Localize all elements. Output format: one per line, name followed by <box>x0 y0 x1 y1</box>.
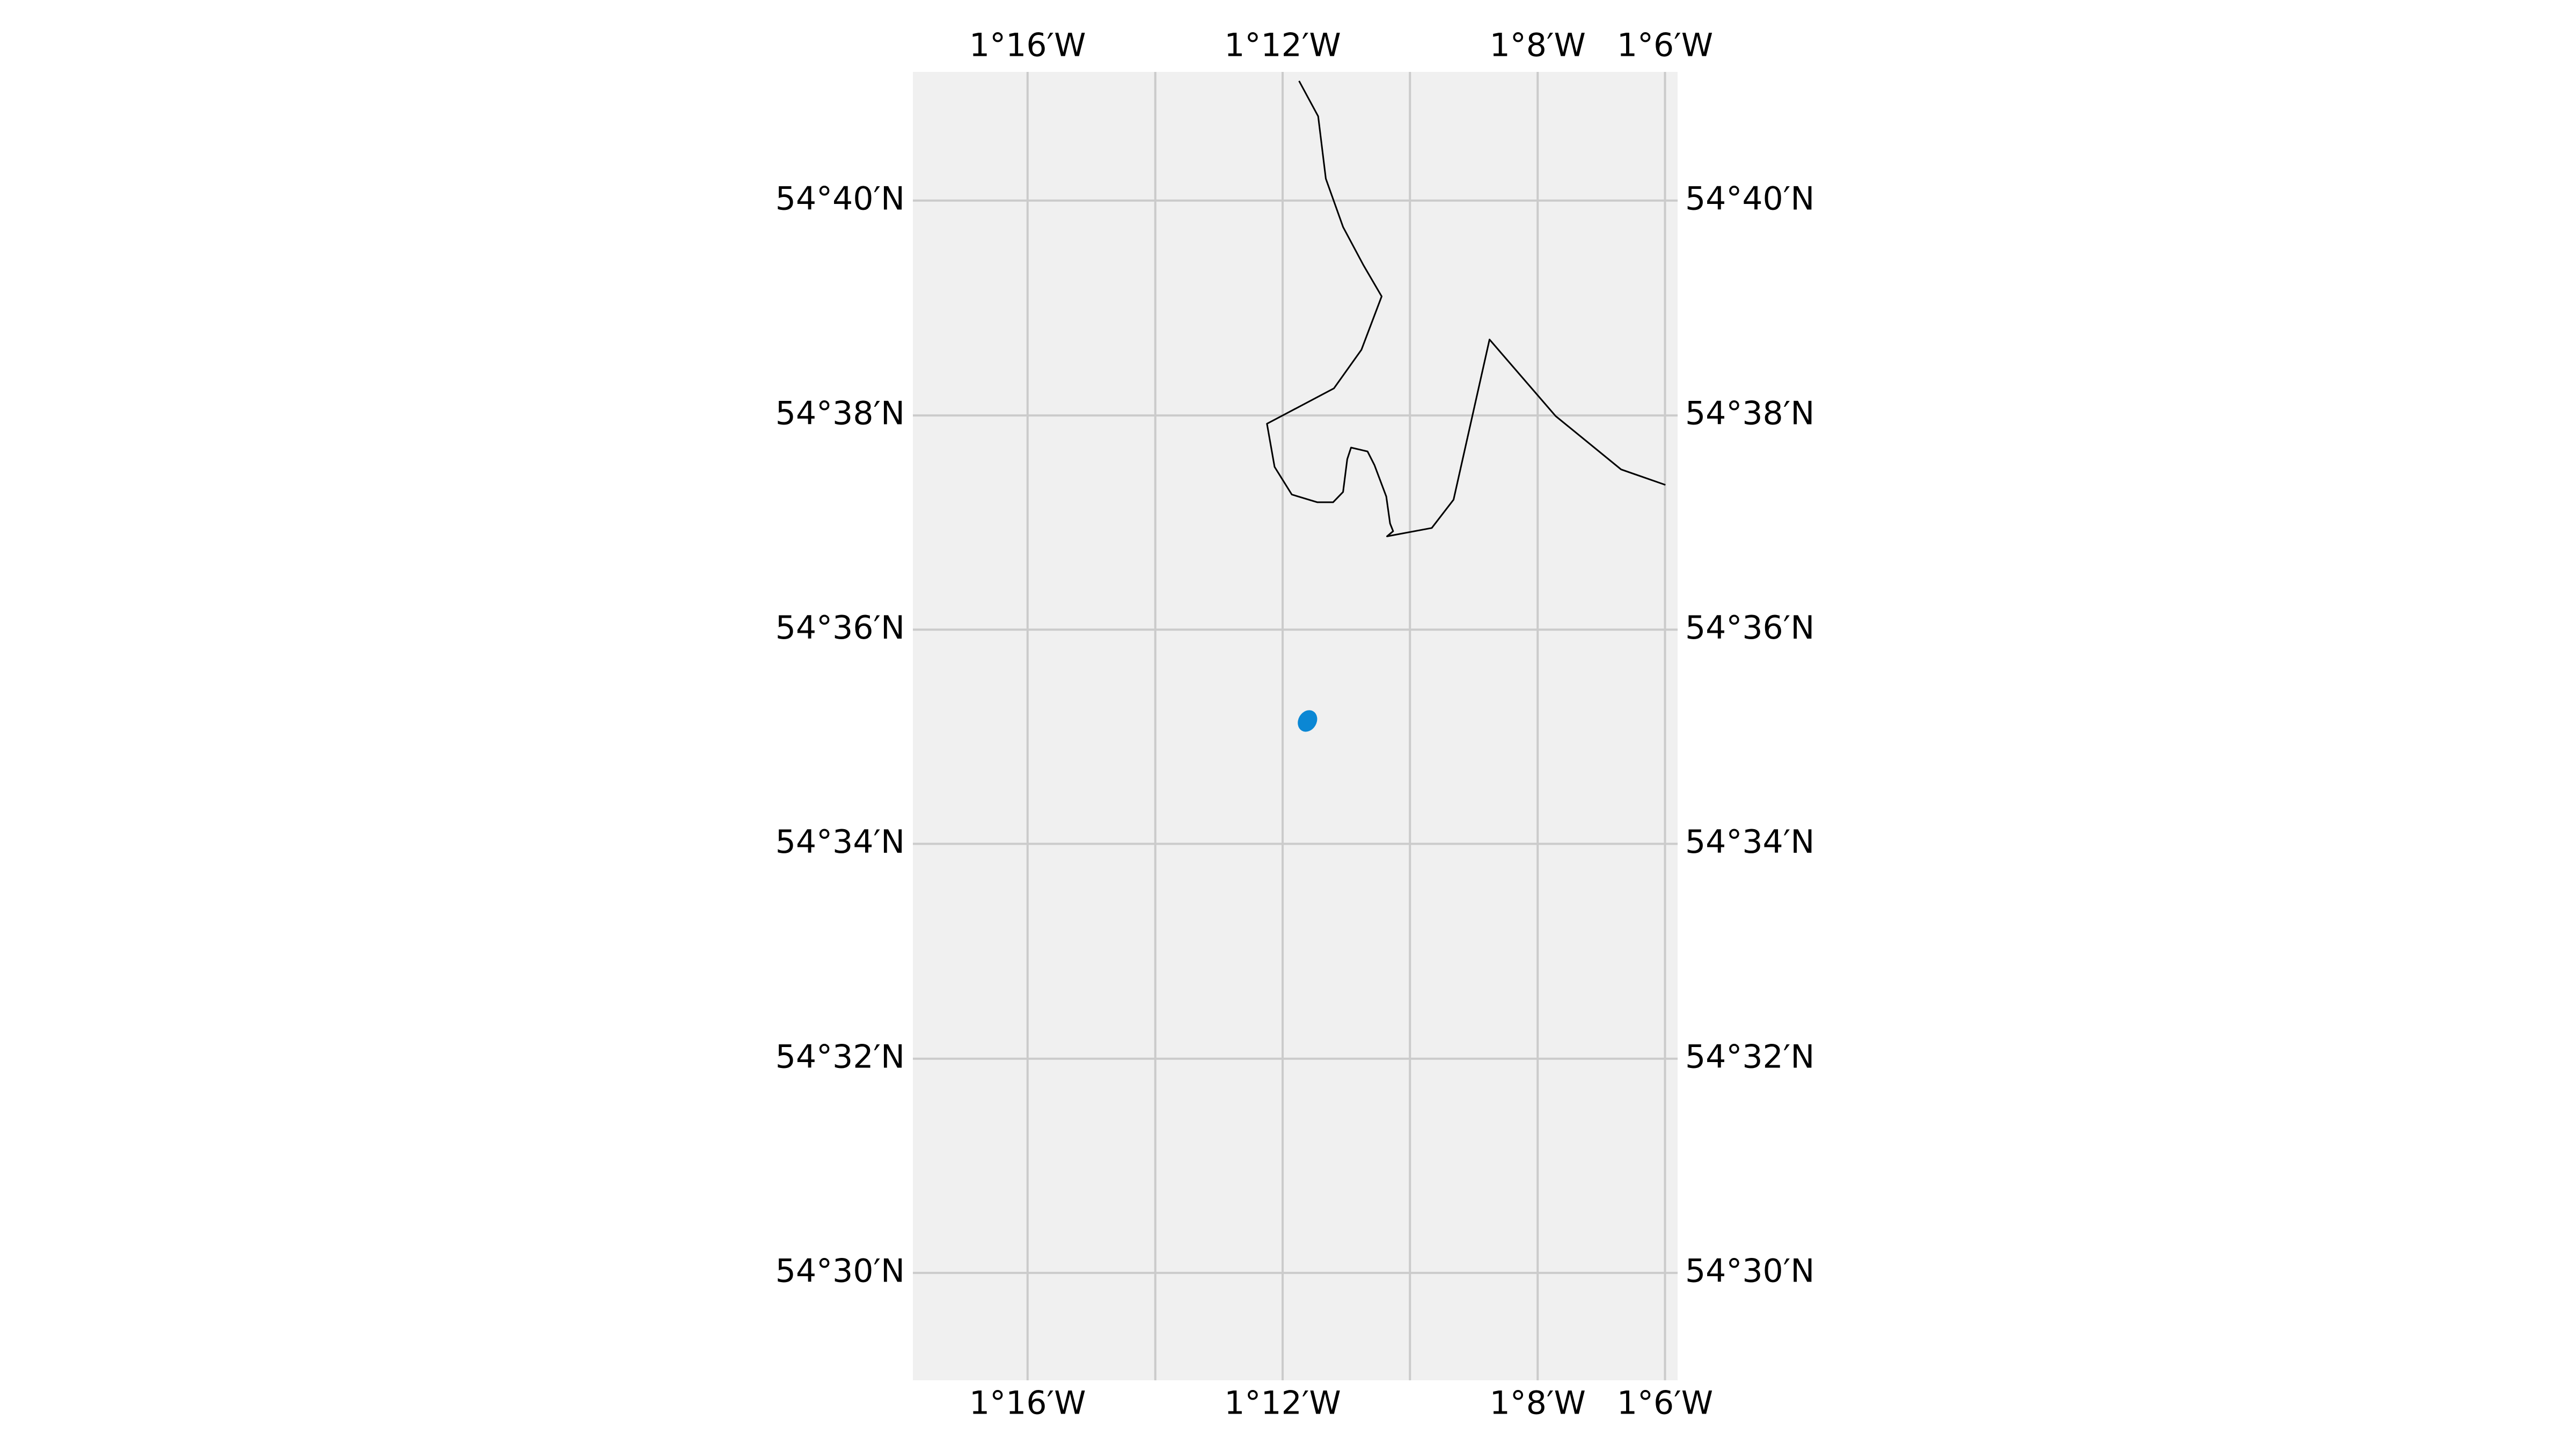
tick-label: 1°12′W <box>1224 27 1341 64</box>
tick-label: 54°40′N <box>775 180 905 217</box>
tick-label: 1°16′W <box>969 27 1086 64</box>
tick-label: 54°32′N <box>775 1038 905 1075</box>
marker-layer <box>1298 710 1318 732</box>
tick-label: 54°30′N <box>1685 1252 1814 1290</box>
coastline <box>1266 80 1666 537</box>
latitude-gridlines <box>913 199 1678 1274</box>
tick-label: 54°34′N <box>1685 823 1814 861</box>
longitude-gridlines <box>1026 72 1666 1380</box>
latitude-labels-right: 54°40′N 54°38′N 54°36′N 54°34′N 54°32′N 54°30… <box>1685 180 1814 1290</box>
tick-label: 1°12′W <box>1224 1385 1341 1422</box>
location-marker <box>1298 710 1318 732</box>
latitude-labels-left: 54°40′N 54°38′N 54°36′N 54°34′N 54°32′N 54°30… <box>775 180 905 1290</box>
tick-label: 1°8′W <box>1490 27 1586 64</box>
tick-label: 1°6′W <box>1617 27 1713 64</box>
tick-label: 54°34′N <box>775 823 905 861</box>
tick-label: 1°6′W <box>1617 1385 1713 1422</box>
map-background <box>913 72 1678 1380</box>
tick-label: 54°32′N <box>1685 1038 1814 1075</box>
tick-label: 54°38′N <box>1685 395 1814 433</box>
tick-label: 54°36′N <box>1685 609 1814 647</box>
longitude-labels-top: 1°16′W 1°12′W 1°8′W 1°6′W <box>969 27 1713 64</box>
tick-label: 54°40′N <box>1685 180 1814 217</box>
coastline-layer <box>1266 80 1666 537</box>
tick-label: 54°38′N <box>775 395 905 433</box>
tick-label: 1°16′W <box>969 1385 1086 1422</box>
tick-label: 54°36′N <box>775 609 905 647</box>
tick-label: 1°8′W <box>1490 1385 1586 1422</box>
tick-label: 54°30′N <box>775 1252 905 1290</box>
longitude-labels-bottom: 1°16′W 1°12′W 1°8′W 1°6′W <box>969 1385 1713 1422</box>
